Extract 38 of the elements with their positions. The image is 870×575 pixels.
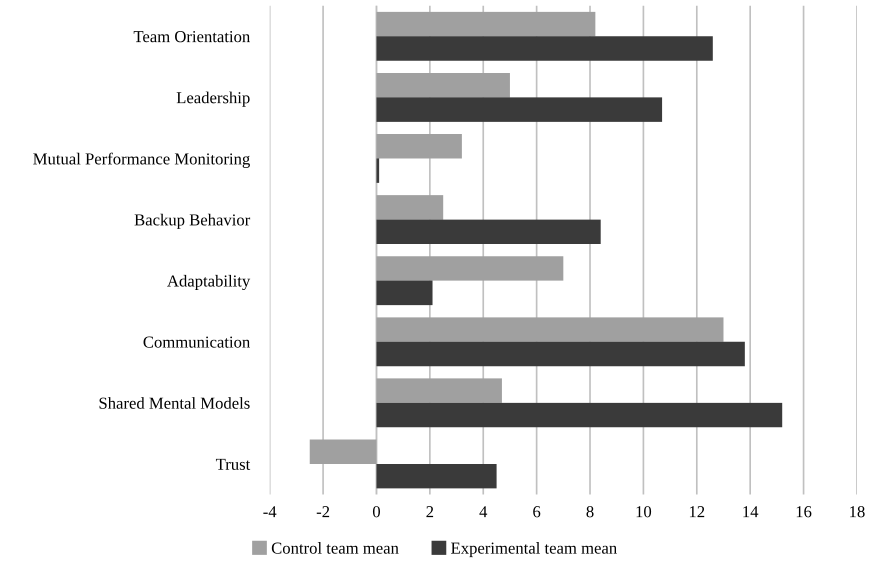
bar [310,440,376,464]
x-tick-label: 12 [690,506,704,518]
x-tick-label: 14 [743,506,758,518]
bar [376,378,502,403]
bar [376,402,782,428]
bar [376,36,713,61]
bar [376,134,462,158]
x-tick-label: -2 [316,506,330,518]
bar [376,464,497,488]
y-tick-label: Shared Mental Models [100,397,250,409]
bar [376,256,564,281]
bar [376,317,724,342]
y-tick-label: Leadership [176,92,250,107]
bar [376,280,433,306]
bar [376,97,662,122]
y-tick-label: Mutual Performance Monitoring [33,152,250,168]
bar [376,158,380,183]
x-tick-label: 18 [850,506,865,518]
x-tick-label: 8 [586,506,594,518]
bar [376,220,601,244]
bar [376,72,510,98]
x-tick-label: 0 [372,506,380,518]
y-tick-label: Team Orientation [134,31,250,42]
y-tick-label: Adaptability [167,274,250,290]
x-tick-label: 16 [796,506,812,518]
y-tick-label: Trust [216,458,250,470]
x-tick-label: 4 [479,506,488,518]
y-tick-label: Backup Behavior [134,214,250,229]
x-tick-label: 6 [533,506,540,518]
x-tick-label: 10 [636,506,652,518]
bar [376,195,444,220]
legend-label: Experimental team mean [451,542,617,558]
bar [376,12,596,36]
legend-label: Control team mean [272,542,399,554]
bar [376,342,745,366]
x-tick-label: 2 [426,506,434,518]
x-tick-label: -4 [263,506,276,518]
y-tick-label: Communication [144,336,250,348]
